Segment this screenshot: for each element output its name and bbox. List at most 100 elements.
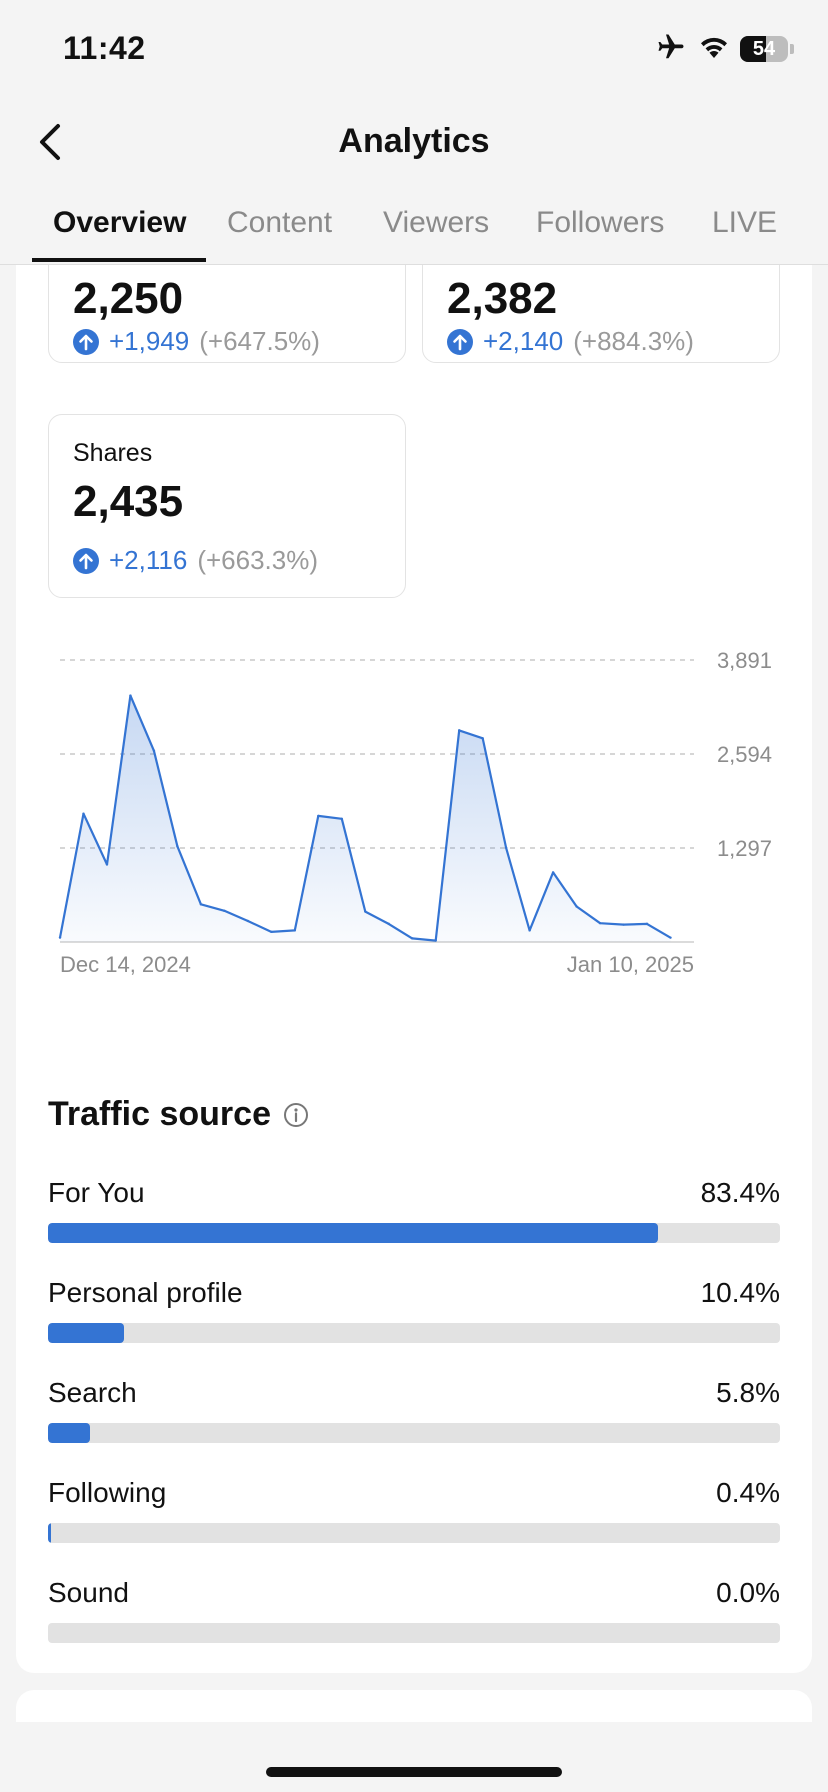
data-point [58, 936, 62, 939]
traffic-bar-track [48, 1623, 780, 1643]
metric-card[interactable]: 2,382 +2,140 (+884.3%) [422, 265, 780, 363]
traffic-bar-track [48, 1423, 780, 1443]
data-point [598, 921, 602, 925]
data-point [176, 845, 179, 848]
tab-bar: Overview Content Viewers Followers LIVE [0, 196, 828, 265]
traffic-bar-fill [48, 1423, 91, 1443]
tab-viewers[interactable]: Viewers [383, 206, 490, 239]
data-point [340, 817, 343, 820]
wifi-icon [698, 34, 730, 65]
data-point [528, 929, 531, 932]
y-tick-label: 1,297 [717, 836, 772, 861]
change-absolute: +2,140 [483, 326, 564, 356]
data-point [622, 923, 625, 926]
traffic-source-name: Personal profile [48, 1277, 243, 1308]
page-title: Analytics [338, 122, 490, 160]
traffic-source-value: 5.8% [716, 1377, 780, 1408]
data-point [481, 737, 484, 740]
traffic-source-name: Sound [48, 1577, 129, 1608]
battery-level: 54 [752, 38, 776, 60]
metric-value: 2,250 [73, 274, 184, 323]
battery-icon: 54 [740, 36, 788, 62]
x-tick-label: Jan 10, 2025 [567, 952, 694, 977]
change-absolute: +2,116 [109, 545, 188, 575]
change-absolute: +1,949 [109, 326, 190, 356]
data-point [669, 936, 672, 939]
x-tick-label: Dec 14, 2024 [60, 952, 191, 977]
data-point [317, 814, 320, 818]
chevron-left-icon [40, 124, 60, 160]
data-point [434, 939, 437, 942]
metric-value: 2,435 [73, 477, 184, 526]
info-icon[interactable] [283, 1102, 309, 1128]
data-point [645, 922, 649, 926]
tab-content[interactable]: Content [227, 206, 333, 239]
status-time: 11:42 [63, 30, 146, 66]
traffic-bar-track [48, 1223, 780, 1243]
metric-change: +2,116 (+663.3%) [73, 545, 318, 576]
tab-overview[interactable]: Overview [53, 206, 187, 239]
series-area [60, 695, 671, 942]
data-point [364, 910, 367, 913]
home-indicator[interactable] [266, 1767, 562, 1777]
status-bar: 11:42 54 [0, 0, 828, 100]
metric-value: 2,382 [447, 274, 558, 323]
metric-card[interactable]: 2,250 +1,949 (+647.5%) [48, 265, 406, 363]
metric-change: +1,949 (+647.5%) [73, 326, 320, 357]
traffic-source-name: For You [48, 1177, 145, 1208]
traffic-source-heading: Traffic source [48, 1095, 271, 1133]
data-point [575, 905, 578, 908]
traffic-source-name: Following [48, 1477, 167, 1508]
data-point [411, 937, 414, 940]
traffic-source-title: Traffic source [48, 1095, 309, 1134]
traffic-bar-fill [48, 1323, 125, 1343]
traffic-source-value: 0.4% [716, 1477, 780, 1508]
next-section-card [16, 1690, 812, 1725]
views-trend-chart[interactable]: 3,891 2,594 1,297 Dec 14, 2024 Jan 10, 2025 [40, 620, 780, 980]
change-percent: (+884.3%) [573, 326, 694, 356]
active-tab-indicator [32, 258, 206, 262]
nav-bar: Analytics [0, 100, 828, 182]
tab-live[interactable]: LIVE [712, 206, 778, 239]
battery-cap [790, 44, 794, 54]
data-point [246, 919, 250, 923]
status-icons: 54 [654, 34, 794, 64]
data-point [105, 863, 109, 866]
traffic-bar-fill [48, 1523, 51, 1543]
traffic-source-card: Traffic source For You 83.4% Personal pr… [16, 1059, 812, 1673]
traffic-source-value: 10.4% [700, 1277, 780, 1308]
data-point [129, 694, 132, 697]
content-scroll[interactable]: 2,250 +1,949 (+647.5%) 2,382 +2,140 (+88… [0, 265, 828, 1725]
metric-change: +2,140 (+884.3%) [447, 326, 694, 357]
traffic-bar-track [48, 1523, 780, 1543]
y-tick-label: 3,891 [717, 648, 772, 673]
metric-card-shares[interactable]: Shares 2,435 +2,116 (+663.3%) [48, 414, 406, 598]
battery-fill [740, 36, 766, 62]
change-percent: (+663.3%) [197, 545, 319, 575]
back-button[interactable] [26, 118, 74, 166]
home-area [0, 1722, 828, 1792]
data-point [199, 903, 203, 906]
traffic-bar-fill [48, 1223, 659, 1243]
change-percent: (+647.5%) [199, 326, 320, 356]
arrow-up-icon [73, 328, 99, 355]
data-point [457, 729, 461, 732]
data-point [82, 812, 85, 815]
traffic-source-value: 83.4% [700, 1177, 780, 1208]
traffic-bar-track [48, 1323, 780, 1343]
data-point [270, 930, 273, 934]
y-tick-label: 2,594 [717, 742, 772, 767]
data-point [152, 749, 156, 752]
metric-label: Shares [73, 439, 153, 467]
data-point [551, 871, 555, 874]
tab-followers[interactable]: Followers [536, 206, 665, 239]
arrow-up-icon [73, 547, 99, 574]
airplane-mode-icon [654, 32, 688, 67]
data-point [504, 846, 508, 849]
data-point [387, 922, 390, 926]
arrow-up-icon [447, 328, 473, 355]
data-point [293, 929, 297, 932]
data-point [223, 909, 226, 913]
traffic-source-name: Search [48, 1377, 137, 1408]
traffic-source-value: 0.0% [716, 1577, 780, 1608]
